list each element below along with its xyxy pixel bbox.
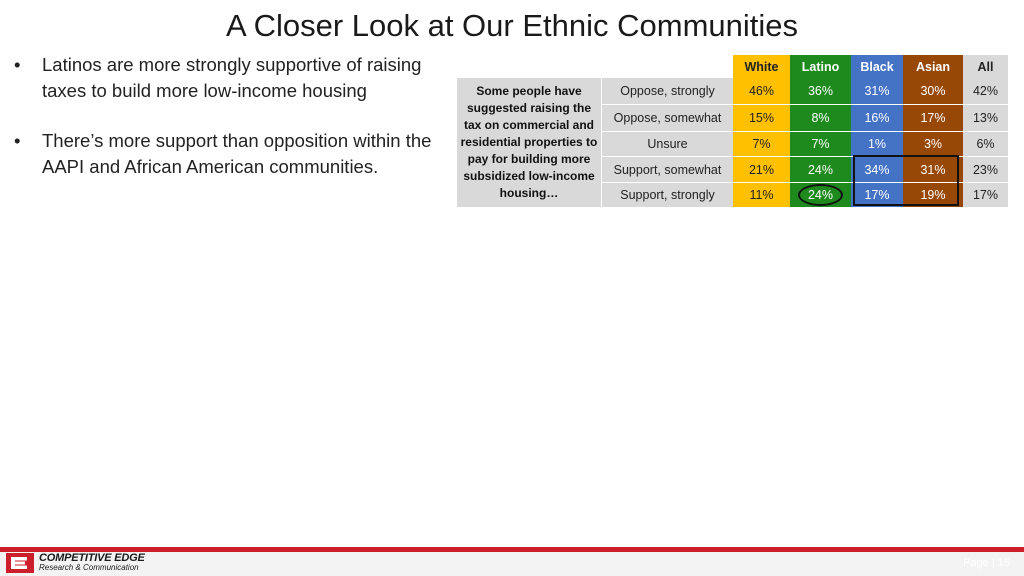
table-cell: 16%	[851, 105, 903, 132]
table-cell: 17%	[851, 183, 903, 207]
column-header-latino: Latino	[790, 55, 851, 78]
table-cell: 34%	[851, 157, 903, 183]
table-cell: 1%	[851, 132, 903, 157]
page-number: Page | 15	[963, 557, 1010, 569]
table-cell: 31%	[851, 78, 903, 105]
table-cell: 8%	[790, 105, 851, 132]
bullet-text: There’s more support than opposition wit…	[42, 130, 432, 177]
question-text: Some people have suggested raising the t…	[457, 78, 601, 207]
table-cell: 24%	[790, 183, 851, 207]
column-header-white: White	[733, 55, 790, 78]
row-label: Support, strongly	[601, 183, 733, 207]
company-logo: COMPETITIVE EDGE Research & Communicatio…	[6, 553, 145, 573]
table-cell: 36%	[790, 78, 851, 105]
logo-text: COMPETITIVE EDGE Research & Communicatio…	[39, 553, 145, 573]
table-cell: 24%	[790, 157, 851, 183]
column-header-asian: Asian	[903, 55, 963, 78]
bullet-item: • There’s more support than opposition w…	[14, 128, 439, 179]
table-cell: 42%	[963, 78, 1008, 105]
logo-company-name: COMPETITIVE EDGE	[39, 552, 145, 564]
footer-bar	[0, 552, 1024, 576]
bullet-text: Latinos are more strongly supportive of …	[42, 54, 422, 101]
table-cell: 13%	[963, 105, 1008, 132]
table-cell: 7%	[733, 132, 790, 157]
table-cell: 46%	[733, 78, 790, 105]
column-header-all: All	[963, 55, 1008, 78]
table-cell: 3%	[903, 132, 963, 157]
row-label: Oppose, somewhat	[601, 105, 733, 132]
bullet-list: • Latinos are more strongly supportive o…	[14, 52, 439, 179]
logo-mark-icon	[6, 553, 34, 573]
table-cell: 11%	[733, 183, 790, 207]
table-cell: 7%	[790, 132, 851, 157]
bullet-marker: •	[14, 130, 21, 151]
slide-title: A Closer Look at Our Ethnic Communities	[225, 8, 799, 43]
table-cell: 19%	[903, 183, 963, 207]
table-cell: 21%	[733, 157, 790, 183]
table-cell: 31%	[903, 157, 963, 183]
logo-tagline: Research & Communication	[39, 563, 139, 572]
row-label: Oppose, strongly	[601, 78, 733, 105]
bullet-marker: •	[14, 54, 21, 75]
row-label: Unsure	[601, 132, 733, 157]
table-cell: 17%	[903, 105, 963, 132]
table-cell: 17%	[963, 183, 1008, 207]
footer-accent-line	[0, 547, 1024, 552]
table-cell: 15%	[733, 105, 790, 132]
row-label: Support, somewhat	[601, 157, 733, 183]
table-cell: 23%	[963, 157, 1008, 183]
column-header-black: Black	[851, 55, 903, 78]
table-cell: 6%	[963, 132, 1008, 157]
table-cell: 30%	[903, 78, 963, 105]
bullet-item: • Latinos are more strongly supportive o…	[14, 52, 439, 128]
